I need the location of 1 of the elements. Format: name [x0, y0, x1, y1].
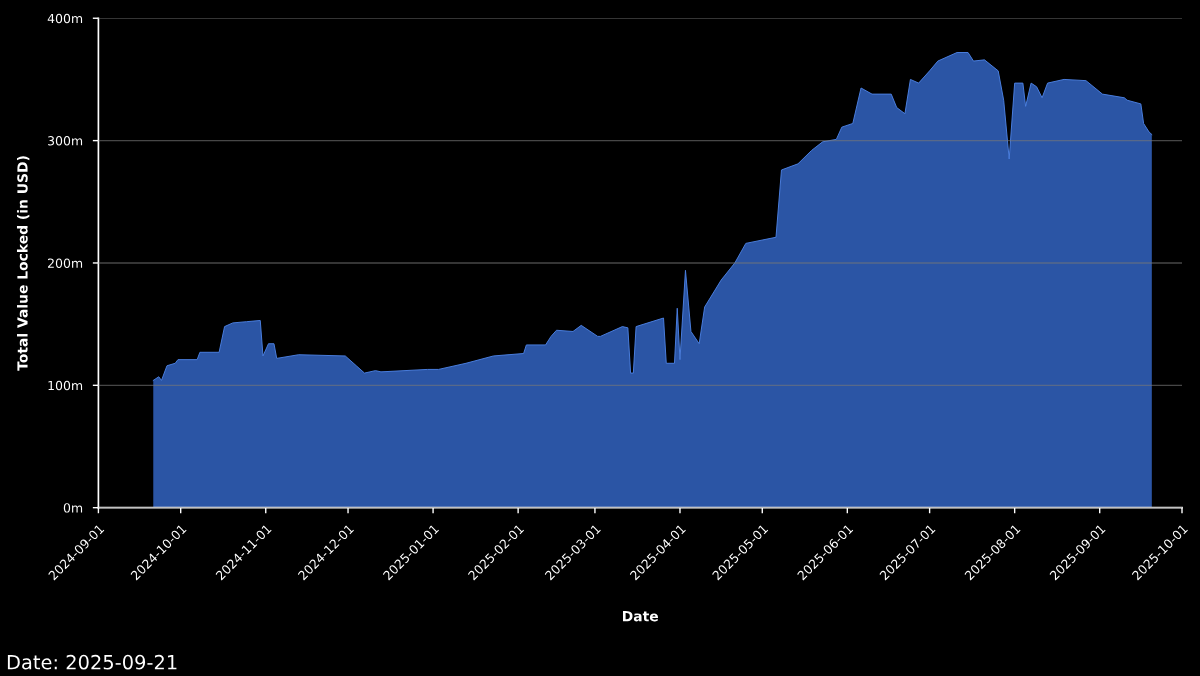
text: Date: 2025-09-21 [7, 654, 177, 670]
